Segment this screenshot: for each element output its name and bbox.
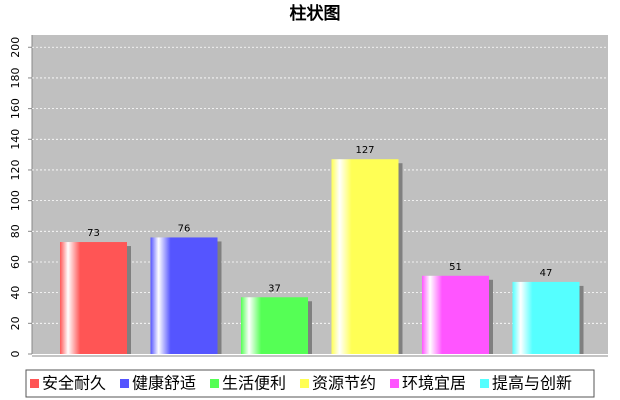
bar (241, 297, 308, 354)
legend-label: 资源节约 (312, 374, 376, 393)
value-label: 76 (178, 223, 191, 234)
bar (331, 159, 399, 354)
y-tick-label: 80 (9, 224, 22, 238)
legend-swatch (390, 379, 399, 388)
y-tick-label: 60 (9, 255, 22, 269)
y-tick-label: 200 (9, 37, 22, 58)
y-tick-label: 0 (9, 351, 22, 358)
value-label: 47 (540, 268, 553, 279)
legend-label: 提高与创新 (492, 374, 572, 393)
value-label: 51 (449, 262, 462, 273)
legend-swatch (300, 379, 309, 388)
chart-title: 柱状图 (290, 3, 341, 24)
y-tick-label: 100 (9, 190, 22, 211)
bar (512, 281, 580, 354)
y-tick-label: 40 (9, 286, 22, 300)
legend-label: 环境宜居 (402, 374, 466, 393)
value-label: 73 (87, 228, 100, 239)
bar (422, 275, 489, 354)
y-tick-label: 120 (9, 159, 22, 180)
legend-swatch (210, 379, 219, 388)
bar (150, 237, 218, 354)
value-label: 37 (268, 283, 281, 294)
legend-swatch (30, 379, 39, 388)
legend-swatch (480, 379, 489, 388)
y-tick-label: 140 (9, 129, 22, 150)
y-tick-label: 180 (9, 67, 22, 88)
legend-swatch (120, 379, 129, 388)
legend-label: 健康舒适 (132, 374, 196, 393)
bar (60, 242, 127, 354)
legend-label: 安全耐久 (42, 374, 106, 393)
value-label: 127 (355, 145, 374, 156)
legend-label: 生活便利 (222, 374, 286, 393)
y-tick-label: 20 (9, 316, 22, 330)
y-tick-label: 160 (9, 98, 22, 119)
